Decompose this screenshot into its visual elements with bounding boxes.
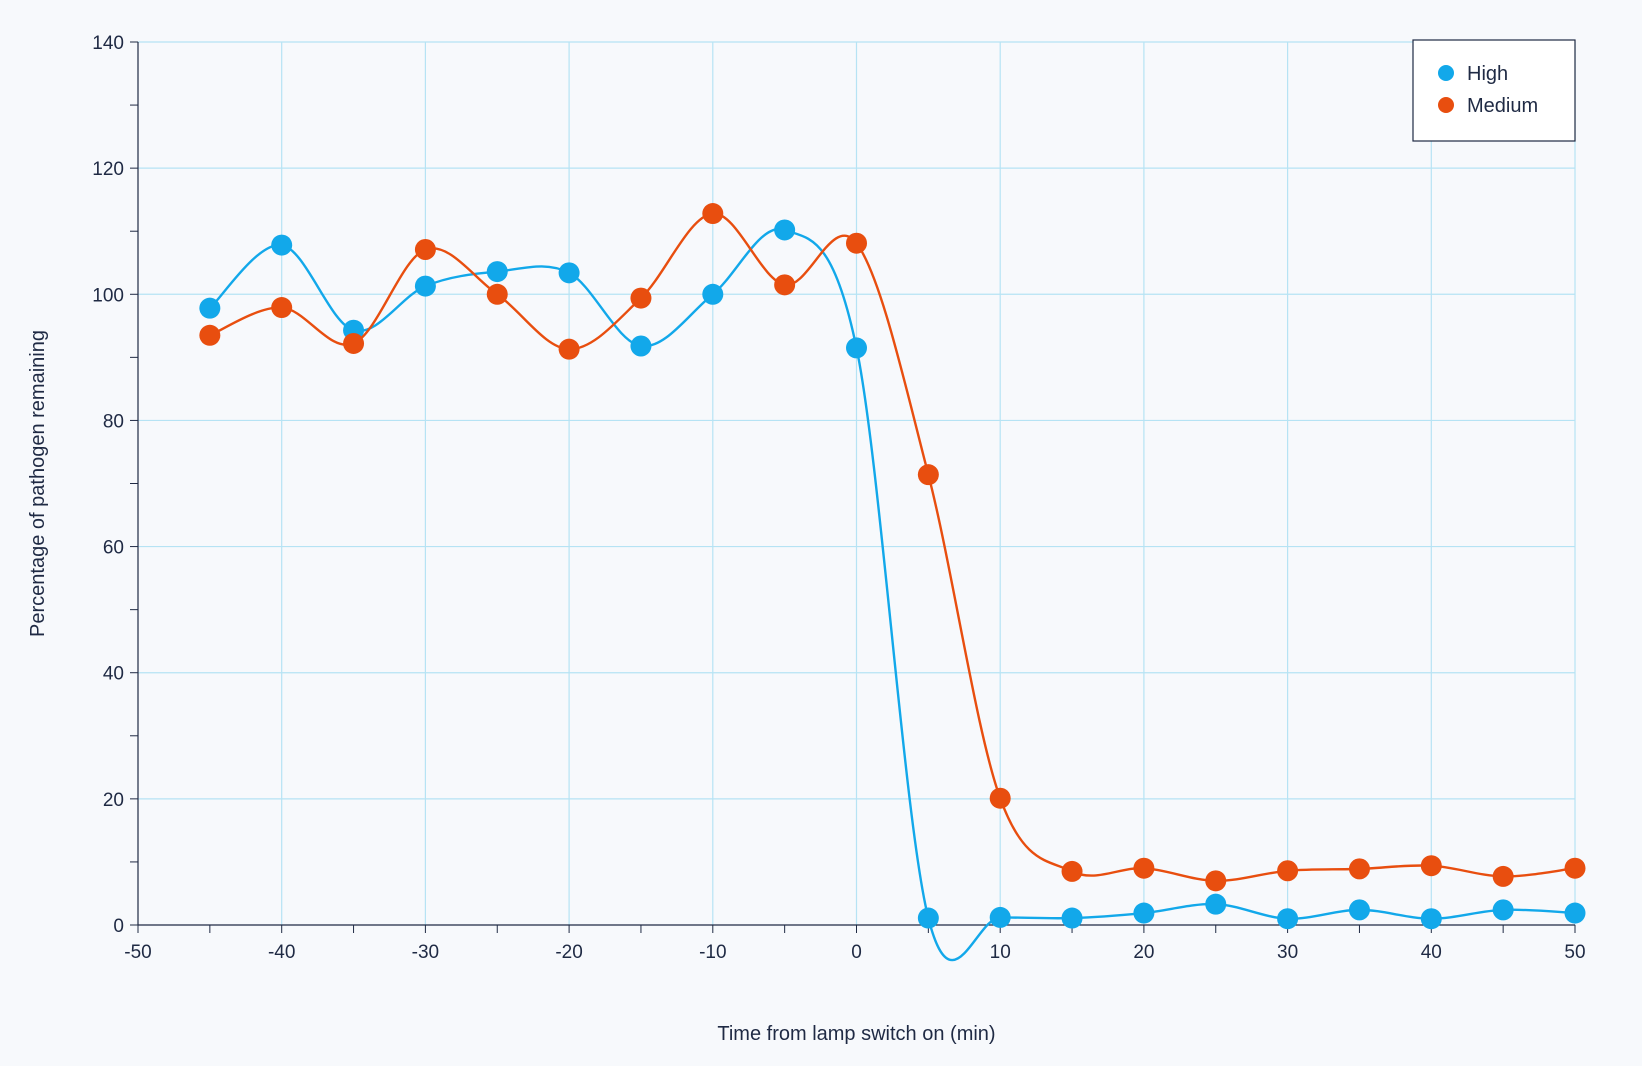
data-point-high — [486, 261, 508, 283]
data-point-high — [917, 907, 939, 929]
y-tick-label: 120 — [92, 159, 124, 180]
series-layer — [199, 203, 1586, 962]
data-point-medium — [1277, 860, 1299, 882]
data-point-high — [702, 283, 724, 305]
data-point-high — [1564, 902, 1586, 924]
y-tick-label: 140 — [92, 33, 124, 54]
x-tick-label: -50 — [124, 942, 151, 963]
x-tick-label: 20 — [1133, 942, 1154, 963]
data-point-high — [1205, 893, 1227, 915]
data-point-high — [271, 234, 293, 256]
data-point-medium — [702, 203, 724, 225]
data-point-medium — [1348, 858, 1370, 880]
x-tick-label: 30 — [1277, 942, 1298, 963]
data-point-high — [630, 335, 652, 357]
data-point-medium — [917, 464, 939, 486]
legend-box — [1412, 39, 1576, 142]
data-point-medium — [1564, 857, 1586, 879]
data-point-medium — [630, 287, 652, 309]
axes: -50 -40 -30 -20 -10 0 10 20 30 40 50 0 20 40 60 80 100 12… — [92, 33, 1585, 963]
data-point-high — [1133, 902, 1155, 924]
y-tick-label: 0 — [113, 916, 124, 937]
y-tick-label: 40 — [103, 664, 124, 685]
data-point-medium — [989, 787, 1011, 809]
legend: High Medium — [1412, 39, 1576, 142]
x-tick-label: -40 — [268, 942, 295, 963]
data-point-high — [1420, 908, 1442, 930]
data-point-medium — [1205, 870, 1227, 892]
data-point-high — [846, 337, 867, 359]
data-point-high — [1492, 899, 1514, 921]
y-tick-label: 80 — [103, 411, 124, 432]
data-point-high — [558, 262, 580, 284]
legend-label-medium: Medium — [1467, 95, 1538, 117]
data-point-medium — [486, 283, 508, 305]
data-point-medium — [1133, 857, 1155, 879]
data-point-high — [774, 219, 796, 241]
legend-label-high: High — [1467, 63, 1508, 85]
y-tick-label: 60 — [103, 538, 124, 559]
data-point-high — [1061, 907, 1083, 929]
x-tick-label: 10 — [990, 942, 1011, 963]
data-point-high — [1277, 908, 1299, 930]
x-tick-label: -30 — [412, 942, 439, 963]
data-point-high — [199, 297, 221, 319]
grid — [138, 41, 1576, 925]
x-axis-title: Time from lamp switch on (min) — [717, 1023, 995, 1045]
x-tick-label: 40 — [1421, 942, 1442, 963]
y-tick-label: 20 — [103, 790, 124, 811]
data-point-high — [414, 275, 436, 297]
y-axis-title: Percentage of pathogen remaining — [27, 330, 49, 637]
data-point-medium — [1420, 855, 1442, 877]
data-point-high — [1348, 899, 1370, 921]
data-point-medium — [846, 232, 867, 254]
x-tick-label: -10 — [699, 942, 726, 963]
data-point-medium — [558, 338, 580, 360]
data-point-medium — [199, 324, 221, 346]
series-line-medium — [209, 212, 1576, 883]
legend-marker-high — [1438, 65, 1454, 81]
data-point-medium — [774, 274, 796, 296]
x-tick-label: 50 — [1564, 942, 1585, 963]
data-point-medium — [414, 239, 436, 261]
legend-marker-medium — [1438, 97, 1454, 113]
data-point-medium — [271, 297, 293, 319]
data-point-medium — [1492, 865, 1514, 887]
x-tick-label: -20 — [555, 942, 582, 963]
x-tick-label: 0 — [851, 942, 862, 963]
data-point-medium — [343, 332, 365, 354]
y-tick-label: 100 — [92, 285, 124, 306]
data-point-high — [989, 906, 1011, 928]
data-point-medium — [1061, 860, 1083, 882]
